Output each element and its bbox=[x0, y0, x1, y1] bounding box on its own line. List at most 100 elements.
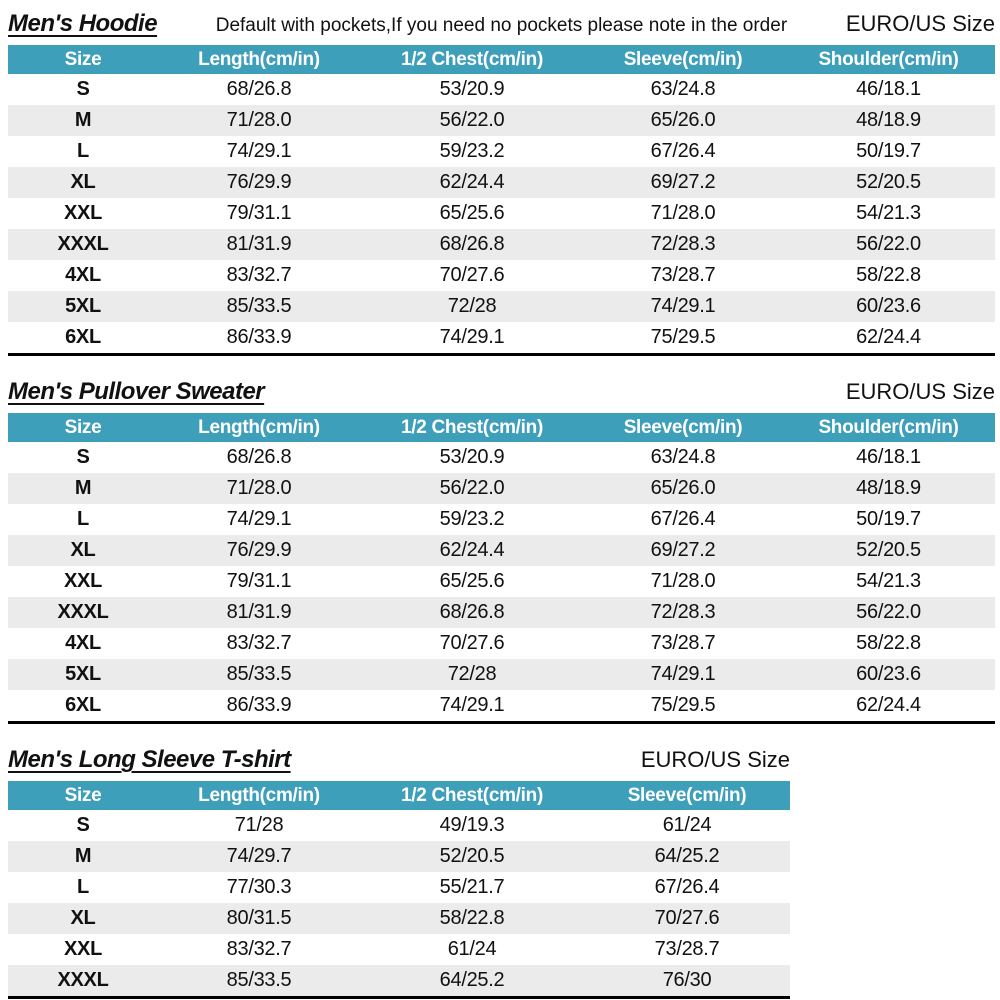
size-cell: XXXL bbox=[57, 233, 109, 255]
size-cell: XL bbox=[70, 539, 96, 561]
measurement-cell: 80/31.5 bbox=[226, 907, 292, 929]
size-cell: L bbox=[77, 508, 89, 530]
measurement-cell: 59/23.2 bbox=[439, 508, 505, 530]
section-header-row: Men's Pullover Sweater EURO/US Size bbox=[8, 378, 995, 410]
table-row: XL 80/31.5 58/22.8 70/27.6 bbox=[8, 903, 790, 934]
measurement-cell: 56/22.0 bbox=[439, 477, 505, 499]
size-cell: XXXL bbox=[57, 969, 109, 991]
measurement-cell: 62/24.4 bbox=[439, 171, 505, 193]
table-header-row: Size Length(cm/in) 1/2 Chest(cm/in) Sleeve(… bbox=[8, 413, 995, 442]
column-header: 1/2 Chest(cm/in) bbox=[360, 413, 584, 442]
measurement-cell: 48/18.9 bbox=[856, 477, 921, 499]
measurement-cell: 73/28.7 bbox=[654, 938, 720, 960]
table-header-row: Size Length(cm/in) 1/2 Chest(cm/in) Sleeve(… bbox=[8, 781, 790, 810]
measurement-cell: 69/27.2 bbox=[650, 539, 716, 561]
table-row: XXL 83/32.7 61/24 73/28.7 bbox=[8, 934, 790, 965]
measurement-cell: 55/21.7 bbox=[439, 876, 505, 898]
column-header: Shoulder(cm/in) bbox=[782, 413, 995, 442]
table-row: 4XL 83/32.7 70/27.6 73/28.7 58/22.8 bbox=[8, 260, 995, 291]
table-row: 6XL 86/33.9 74/29.1 75/29.5 62/24.4 bbox=[8, 322, 995, 355]
size-cell: 4XL bbox=[65, 632, 101, 654]
unit-system-label: EURO/US Size bbox=[845, 11, 995, 36]
size-cell: 6XL bbox=[65, 326, 101, 348]
table-row: XL 76/29.9 62/24.4 69/27.2 52/20.5 bbox=[8, 535, 995, 566]
measurement-cell: 52/20.5 bbox=[439, 845, 505, 867]
measurement-cell: 76/30 bbox=[662, 969, 712, 991]
measurement-cell: 62/24.4 bbox=[856, 326, 921, 348]
measurement-cell: 71/28.0 bbox=[226, 477, 292, 499]
measurement-cell: 60/23.6 bbox=[856, 295, 921, 317]
size-cell: 4XL bbox=[65, 264, 101, 286]
measurement-cell: 83/32.7 bbox=[226, 632, 292, 654]
measurement-cell: 81/31.9 bbox=[226, 601, 292, 623]
size-cell: 6XL bbox=[65, 694, 101, 716]
measurement-cell: 67/26.4 bbox=[654, 876, 720, 898]
measurement-cell: 74/29.1 bbox=[650, 663, 716, 685]
measurement-cell: 74/29.1 bbox=[226, 140, 292, 162]
measurement-cell: 79/31.1 bbox=[226, 570, 292, 592]
measurement-cell: 63/24.8 bbox=[650, 78, 716, 100]
measurement-cell: 76/29.9 bbox=[226, 539, 292, 561]
measurement-cell: 70/27.6 bbox=[439, 632, 505, 654]
measurement-cell: 46/18.1 bbox=[856, 78, 921, 100]
table-row: 4XL 83/32.7 70/27.6 73/28.7 58/22.8 bbox=[8, 628, 995, 659]
section-title: Men's Pullover Sweater bbox=[8, 378, 265, 405]
measurement-cell: 59/23.2 bbox=[439, 140, 505, 162]
measurement-cell: 68/26.8 bbox=[439, 233, 505, 255]
measurement-cell: 71/28.0 bbox=[650, 202, 716, 224]
size-cell: S bbox=[76, 446, 90, 468]
size-chart-section-sweater: Men's Pullover Sweater EURO/US Size Size… bbox=[8, 378, 995, 724]
measurement-cell: 62/24.4 bbox=[439, 539, 505, 561]
measurement-cell: 85/33.5 bbox=[226, 969, 292, 991]
measurement-cell: 56/22.0 bbox=[856, 601, 921, 623]
size-chart-section-hoodie: Men's Hoodie Default with pockets,If you… bbox=[8, 10, 995, 356]
section-header-row: Men's Long Sleeve T-shirt EURO/US Size bbox=[8, 746, 790, 778]
measurement-cell: 65/26.0 bbox=[650, 109, 716, 131]
column-header: 1/2 Chest(cm/in) bbox=[360, 45, 584, 74]
measurement-cell: 49/19.3 bbox=[439, 814, 505, 836]
measurement-cell: 50/19.7 bbox=[856, 140, 921, 162]
table-row: M 74/29.7 52/20.5 64/25.2 bbox=[8, 841, 790, 872]
unit-system-label: EURO/US Size bbox=[640, 747, 790, 772]
section-header-row: Men's Hoodie Default with pockets,If you… bbox=[8, 10, 995, 42]
section-title: Men's Hoodie bbox=[8, 10, 158, 37]
size-cell: XL bbox=[70, 171, 96, 193]
measurement-cell: 52/20.5 bbox=[856, 539, 921, 561]
table-row: L 74/29.1 59/23.2 67/26.4 50/19.7 bbox=[8, 504, 995, 535]
measurement-cell: 72/28 bbox=[447, 663, 497, 685]
measurement-cell: 56/22.0 bbox=[856, 233, 921, 255]
measurement-cell: 85/33.5 bbox=[226, 295, 292, 317]
measurement-cell: 73/28.7 bbox=[650, 632, 716, 654]
tshirt-size-table: Size Length(cm/in) 1/2 Chest(cm/in) Sleeve(… bbox=[8, 781, 790, 999]
size-cell: M bbox=[74, 845, 92, 867]
measurement-cell: 54/21.3 bbox=[856, 570, 921, 592]
table-row: 6XL 86/33.9 74/29.1 75/29.5 62/24.4 bbox=[8, 690, 995, 723]
measurement-cell: 69/27.2 bbox=[650, 171, 716, 193]
measurement-cell: 72/28 bbox=[447, 295, 497, 317]
column-header: Length(cm/in) bbox=[158, 45, 360, 74]
table-row: M 71/28.0 56/22.0 65/26.0 48/18.9 bbox=[8, 105, 995, 136]
measurement-cell: 75/29.5 bbox=[650, 326, 716, 348]
table-row: L 77/30.3 55/21.7 67/26.4 bbox=[8, 872, 790, 903]
measurement-cell: 50/19.7 bbox=[856, 508, 921, 530]
measurement-cell: 53/20.9 bbox=[439, 446, 505, 468]
size-cell: 5XL bbox=[65, 663, 101, 685]
measurement-cell: 61/24 bbox=[447, 938, 497, 960]
measurement-cell: 65/25.6 bbox=[439, 570, 505, 592]
table-header-row: Size Length(cm/in) 1/2 Chest(cm/in) Sleeve(… bbox=[8, 45, 995, 74]
measurement-cell: 70/27.6 bbox=[654, 907, 720, 929]
table-row: XXXL 81/31.9 68/26.8 72/28.3 56/22.0 bbox=[8, 229, 995, 260]
measurement-cell: 74/29.1 bbox=[226, 508, 292, 530]
measurement-cell: 83/32.7 bbox=[226, 264, 292, 286]
table-row: XXL 79/31.1 65/25.6 71/28.0 54/21.3 bbox=[8, 566, 995, 597]
measurement-cell: 71/28.0 bbox=[226, 109, 292, 131]
measurement-cell: 48/18.9 bbox=[856, 109, 921, 131]
size-cell: S bbox=[76, 814, 90, 836]
measurement-cell: 77/30.3 bbox=[226, 876, 292, 898]
table-row: 5XL 85/33.5 72/28 74/29.1 60/23.6 bbox=[8, 291, 995, 322]
measurement-cell: 74/29.1 bbox=[439, 694, 505, 716]
measurement-cell: 58/22.8 bbox=[439, 907, 505, 929]
size-cell: 5XL bbox=[65, 295, 101, 317]
table-row: S 68/26.8 53/20.9 63/24.8 46/18.1 bbox=[8, 74, 995, 105]
measurement-cell: 68/26.8 bbox=[226, 78, 292, 100]
